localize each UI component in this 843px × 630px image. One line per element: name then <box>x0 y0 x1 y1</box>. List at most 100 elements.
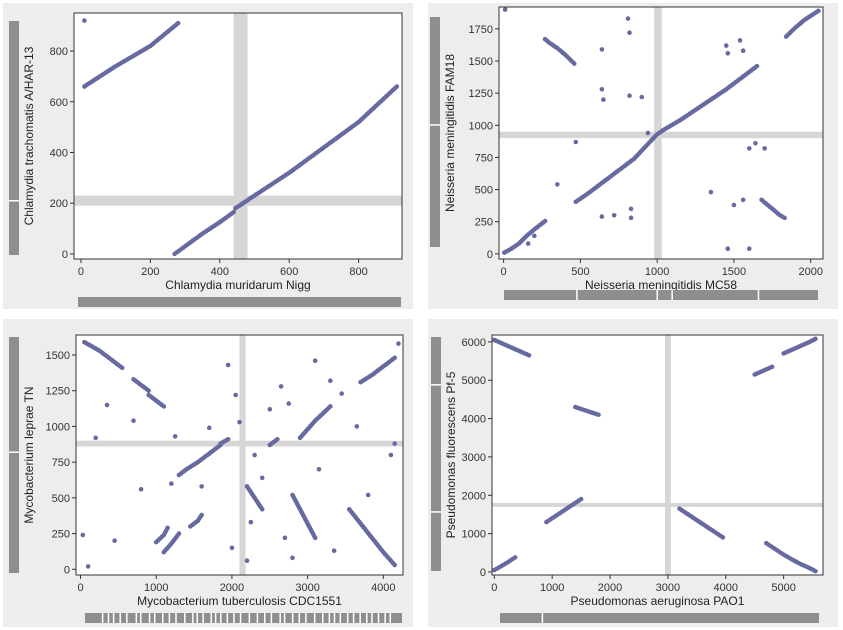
highlight-band-vertical <box>665 335 671 575</box>
x-genome-track[interactable] <box>85 613 402 623</box>
data-point <box>161 404 167 409</box>
data-point <box>290 555 295 561</box>
data-point <box>328 404 333 409</box>
x-track-break <box>283 613 286 623</box>
x-tick-label: 3000 <box>295 582 319 594</box>
x-tick-label: 0 <box>501 266 507 278</box>
x-track-break <box>248 613 251 623</box>
y-tick-label: 200 <box>50 198 68 210</box>
x-genome-track[interactable] <box>504 290 818 300</box>
data-point <box>813 568 818 574</box>
data-point <box>599 86 605 92</box>
y-genome-track[interactable] <box>9 21 19 255</box>
x-tick-label: 0 <box>78 266 84 278</box>
data-point <box>571 61 577 66</box>
data-point <box>816 8 821 14</box>
data-point <box>596 412 601 418</box>
data-point <box>599 47 605 52</box>
x-track-break <box>148 613 151 623</box>
data-point <box>628 206 634 212</box>
plot-frame <box>73 12 403 260</box>
data-point <box>248 519 254 525</box>
data-point <box>104 402 110 408</box>
data-point <box>392 562 397 568</box>
data-point <box>746 146 752 151</box>
x-track-break <box>175 613 177 623</box>
data-point <box>259 506 265 512</box>
x-track-break <box>184 613 186 623</box>
x-track-break <box>389 613 392 623</box>
y-tick-label: 250 <box>52 529 70 541</box>
data-point <box>244 558 250 564</box>
data-point <box>725 50 731 56</box>
data-point <box>199 484 204 489</box>
x-track-break <box>112 613 115 623</box>
y-genome-track[interactable] <box>430 17 440 247</box>
x-genome-track[interactable] <box>78 297 401 307</box>
x-track-break <box>333 613 336 623</box>
data-point <box>112 538 117 544</box>
x-track-break <box>202 613 204 623</box>
data-point <box>720 535 726 540</box>
y-axis-label: Neisseria meningitidis FAM18 <box>443 54 457 212</box>
dotplot-panel-2: 0 1000 2000 3000 4000 0 250 500 750 1000 1250 1500 M… <box>3 319 413 627</box>
y-tick-label: 1000 <box>46 421 70 433</box>
x-genome-track[interactable] <box>500 613 819 623</box>
data-point <box>762 146 767 151</box>
data-point <box>169 481 174 486</box>
data-point <box>259 475 265 481</box>
data-point <box>532 233 537 239</box>
x-tick-label: 5000 <box>771 582 795 594</box>
x-axis-label: Mycobacterium tuberculosis CDC1551 <box>137 594 342 608</box>
data-point <box>611 212 617 218</box>
x-track-break <box>671 290 673 300</box>
y-genome-track[interactable] <box>431 337 441 571</box>
x-tick-label: 600 <box>280 266 298 278</box>
data-point <box>769 364 775 370</box>
y-tick-label: 0 <box>64 564 70 576</box>
highlight-band-vertical <box>233 13 248 259</box>
x-track-break <box>153 613 156 623</box>
x-track-break <box>371 613 373 623</box>
y-track-break <box>9 199 19 202</box>
data-point <box>176 531 182 536</box>
x-tick-label: 1500 <box>722 266 746 278</box>
data-point <box>316 466 322 472</box>
data-point <box>392 355 397 361</box>
highlight-band-horizontal <box>499 131 823 139</box>
data-point <box>131 418 136 424</box>
x-track-break <box>220 613 222 623</box>
x-track-break <box>239 613 242 623</box>
data-point <box>737 38 743 43</box>
x-track-break <box>119 613 121 623</box>
x-track-break <box>264 613 266 623</box>
data-point <box>731 202 737 208</box>
x-track-break <box>656 290 659 300</box>
x-tick-label: 500 <box>571 266 589 278</box>
y-tick-label: 0 <box>480 567 486 579</box>
data-point <box>746 246 752 252</box>
data-point <box>723 43 729 48</box>
x-track-break <box>210 613 212 623</box>
data-point <box>331 548 337 554</box>
data-point <box>740 48 746 54</box>
y-genome-track[interactable] <box>9 337 19 573</box>
data-point <box>93 435 98 441</box>
x-tick-label: 400 <box>211 266 229 278</box>
dotplot-panel-3: 0 1000 2000 3000 4000 5000 0 1000 2000 3000 4000 50… <box>428 319 838 627</box>
x-track-break <box>384 613 386 623</box>
data-point <box>813 336 818 342</box>
x-track-break <box>757 290 760 300</box>
plot-area <box>492 335 823 575</box>
data-point <box>708 189 714 195</box>
data-point <box>601 97 606 102</box>
data-point <box>627 30 632 36</box>
y-tick-label: 250 <box>475 217 493 229</box>
highlight-band-horizontal <box>74 195 402 206</box>
y-tick-label: 0 <box>62 249 68 261</box>
data-point <box>312 535 318 541</box>
x-track-break <box>313 613 316 623</box>
x-axis-label: Pseudomonas aeruginosa PAO1 <box>571 594 745 608</box>
y-tick-label: 2000 <box>462 490 486 502</box>
x-track-break <box>366 613 368 623</box>
